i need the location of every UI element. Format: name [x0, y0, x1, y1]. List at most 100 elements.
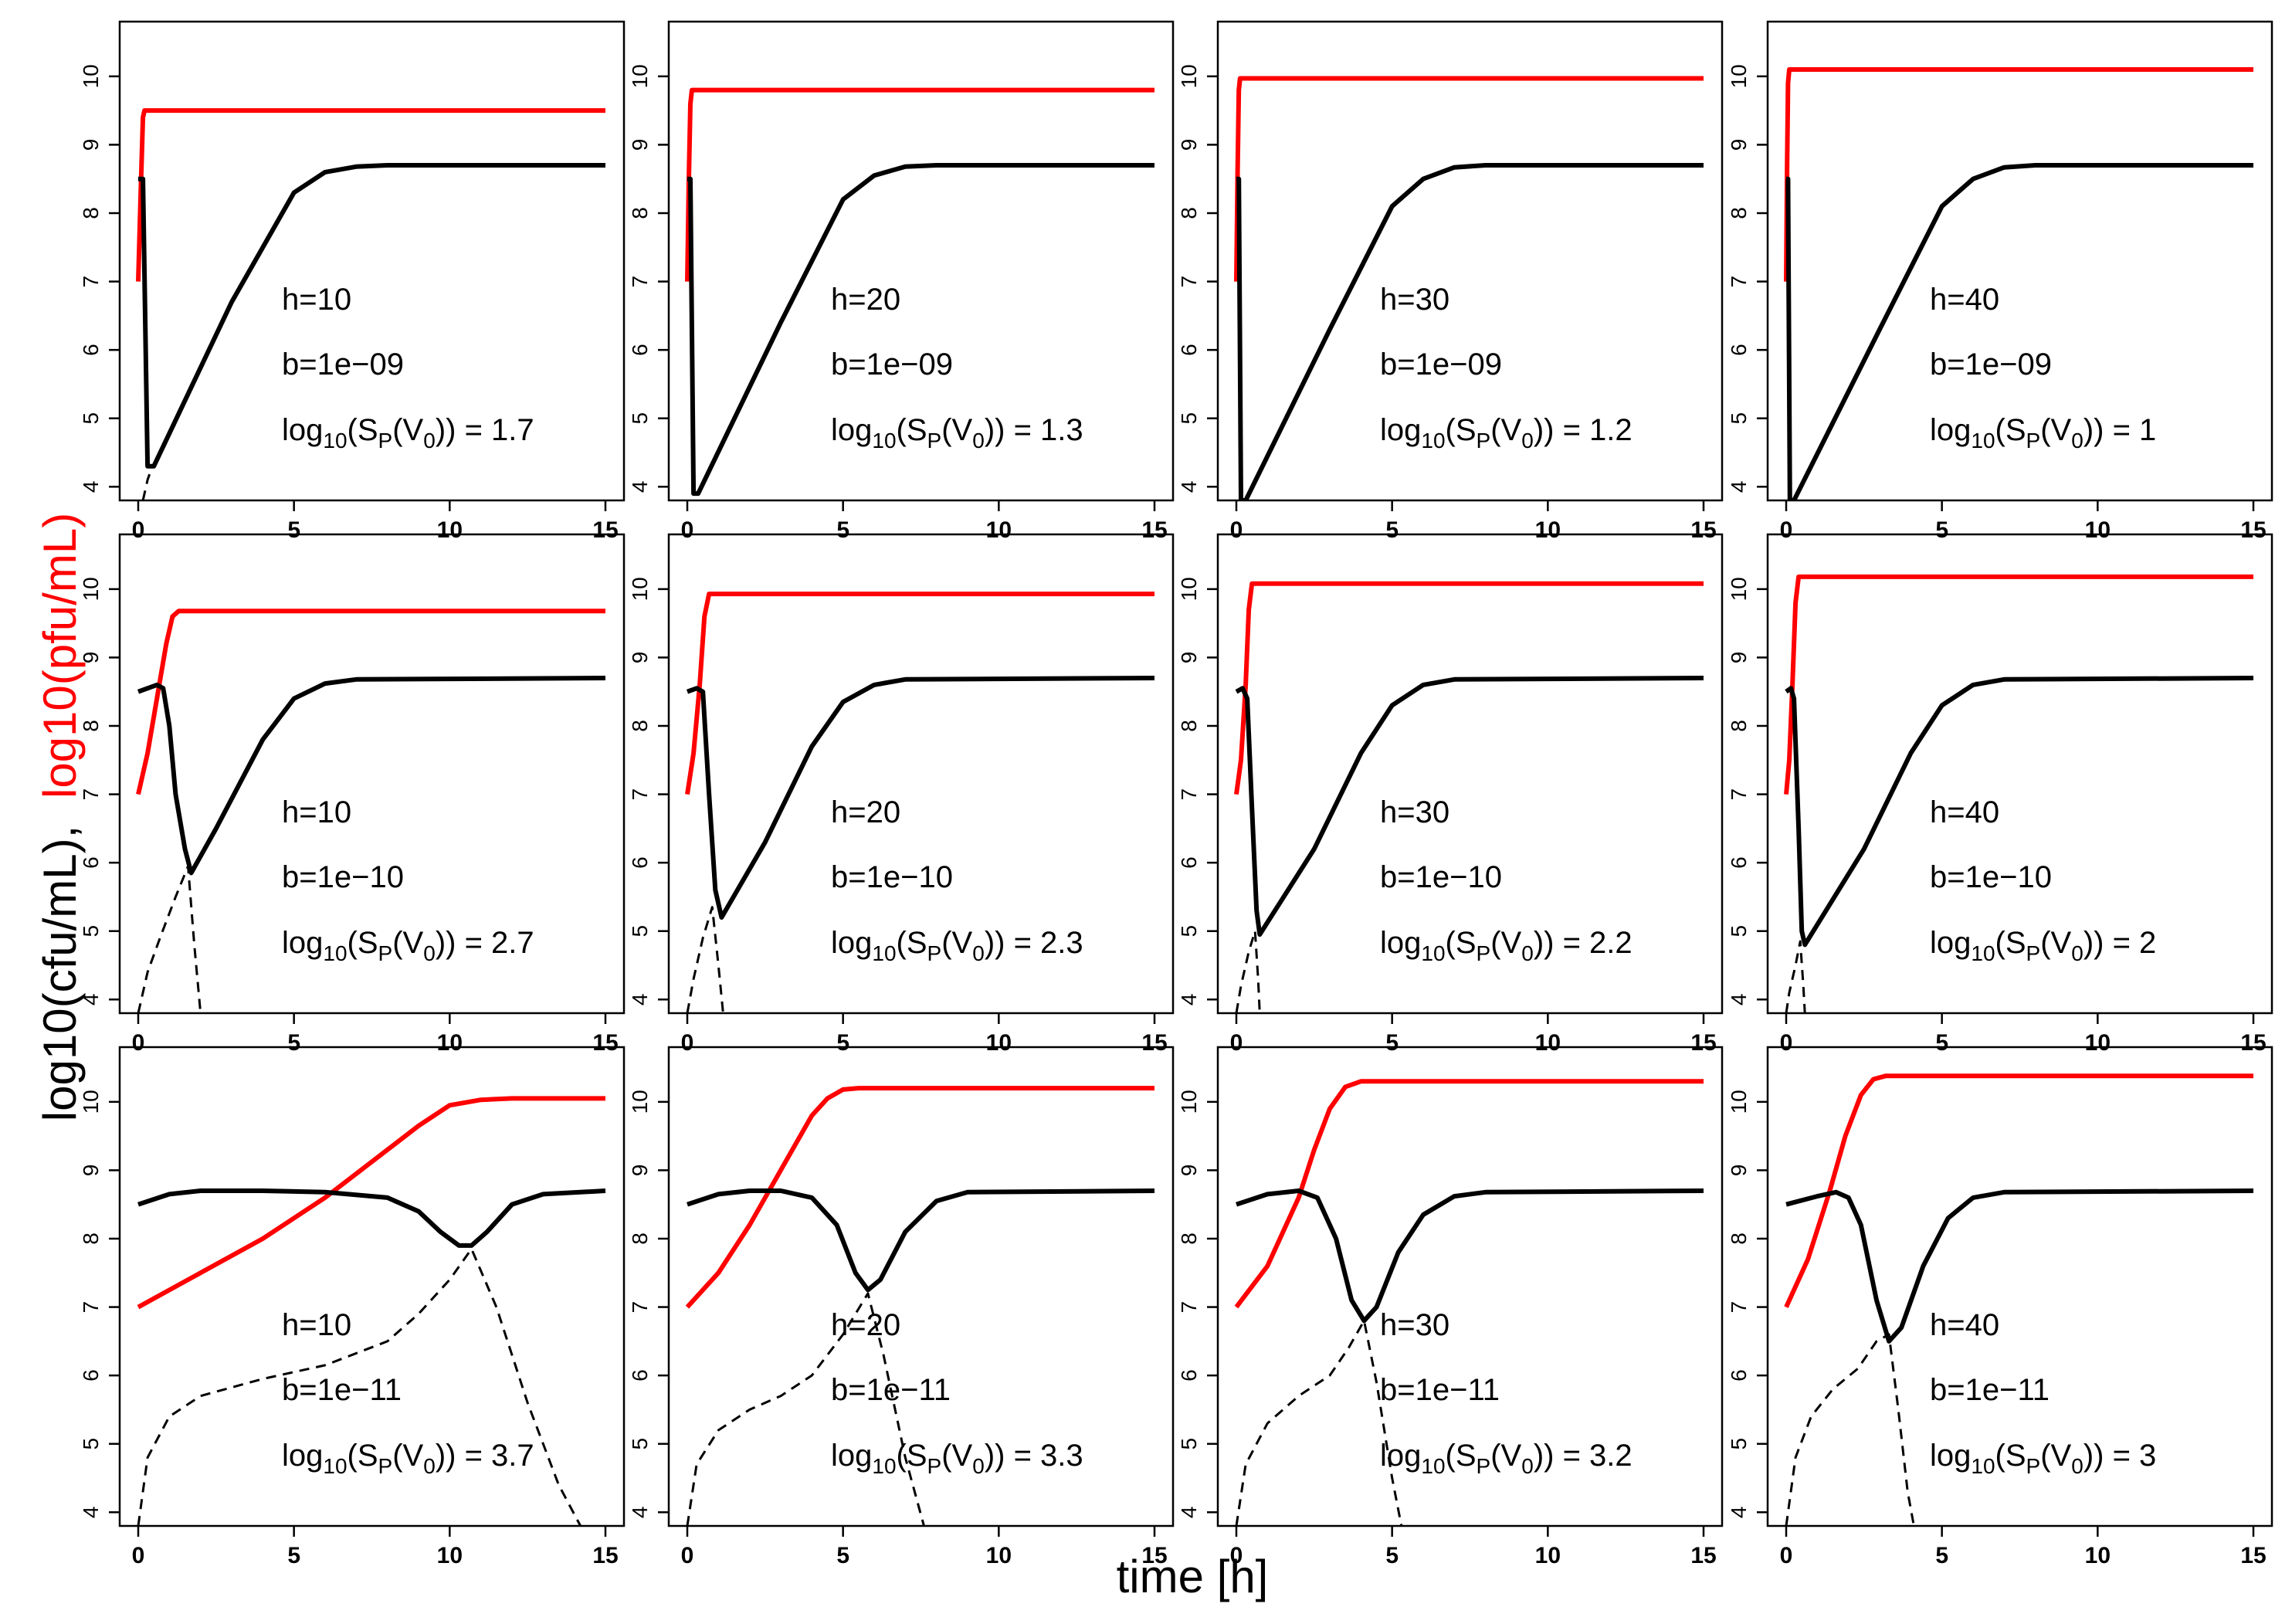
panel-frame [118, 20, 626, 502]
x-tick-label: 10 [986, 1543, 1012, 1568]
y-tick-label: 4 [1177, 480, 1201, 493]
h-annotation: h=10 [282, 795, 351, 829]
x-tick-label: 5 [1385, 517, 1399, 543]
panel: 0 5 10 15 4 5 6 7 8 9 10 h=30 b=1e−09 log10(SP(V0)) =… [1177, 20, 1724, 543]
y-tick-label: 7 [1177, 1301, 1201, 1314]
x-tick-label: 15 [1141, 517, 1167, 543]
y-tick-label: 7 [1727, 1301, 1751, 1314]
y-tick-label: 9 [628, 1165, 652, 1177]
panel: 0 5 10 15 4 5 6 7 8 9 10 h=30 b=1e−10 log10(SP(V0)) =… [1177, 533, 1724, 1056]
h-annotation: h=40 [1930, 283, 1999, 317]
y-tick-label: 5 [1727, 412, 1751, 425]
infected-line [686, 1292, 925, 1526]
x-tick-label: 10 [2085, 1543, 2111, 1568]
infected-line [686, 906, 724, 1013]
y-tick-label: 5 [1727, 1438, 1751, 1450]
y-tick-label: 5 [79, 1438, 103, 1450]
y-tick-label: 7 [1177, 276, 1201, 288]
y-tick-label: 8 [628, 720, 652, 732]
x-tick-label: 10 [437, 1543, 463, 1568]
x-tick-label: 5 [836, 517, 849, 543]
b-annotation: b=1e−11 [1380, 1373, 1500, 1407]
x-tick-label: 0 [132, 1543, 145, 1568]
y-tick-label: 4 [1727, 480, 1751, 493]
y-tick-label: 10 [628, 1090, 652, 1114]
sp-annotation: log10(SP(V0)) = 3.3 [831, 1439, 1083, 1478]
panel-frame [667, 533, 1175, 1015]
panels: 0 5 10 15 4 5 6 7 8 9 10 h=10 b=1e−09 log10(SP(V0)) =… [79, 20, 2273, 1568]
infected-line [137, 1247, 582, 1526]
y-tick-label: 10 [628, 577, 652, 601]
phage-line [685, 1086, 1154, 1309]
x-tick-label: 15 [592, 1030, 618, 1056]
bacteria-line [687, 1188, 1155, 1293]
x-tick-label: 5 [1385, 1030, 1399, 1056]
panel-frame [1216, 20, 1724, 502]
y-tick-label: 6 [79, 1369, 103, 1382]
x-tick-label: 0 [681, 1543, 694, 1568]
plot-area [1234, 76, 1704, 500]
plot-area [136, 609, 606, 1013]
x-tick-label: 5 [836, 1030, 849, 1056]
plot-area [685, 592, 1155, 1013]
b-annotation: b=1e−11 [831, 1373, 951, 1407]
panel: 0 5 10 15 4 5 6 7 8 9 10 h=20 b=1e−10 log10(SP(V0)) =… [628, 533, 1175, 1056]
plot-area [136, 108, 605, 500]
y-tick-label: 5 [79, 412, 103, 425]
y-tick-label: 10 [1727, 1090, 1751, 1114]
panel-frame [1216, 1046, 1724, 1527]
y-tick-label: 10 [79, 577, 103, 601]
y-tick-label: 9 [1727, 1165, 1751, 1177]
panel: 0 5 10 15 4 5 6 7 8 9 10 h=40 b=1e−10 log10(SP(V0)) =… [1727, 533, 2273, 1056]
panel: 0 5 10 15 4 5 6 7 8 9 10 h=20 b=1e−09 log10(SP(V0)) =… [628, 20, 1175, 543]
y-tick-label: 7 [628, 276, 652, 288]
y-tick-label: 5 [628, 925, 652, 937]
bacteria-line [1235, 676, 1704, 937]
y-tick-label: 5 [1177, 1438, 1201, 1450]
sp-annotation: log10(SP(V0)) = 2.7 [282, 926, 534, 965]
y-tick-label: 9 [628, 652, 652, 664]
panel-frame [118, 1046, 626, 1527]
x-tick-label: 10 [1535, 517, 1561, 543]
sp-annotation: log10(SP(V0)) = 1.7 [282, 413, 534, 453]
bacteria-line [137, 1188, 606, 1248]
bacteria-line [1236, 163, 1704, 500]
phage-line [136, 609, 605, 795]
y-tick-label: 6 [628, 1369, 652, 1382]
y-tick-label: 6 [1727, 1369, 1751, 1382]
b-annotation: b=1e−09 [831, 348, 953, 381]
y-tick-label: 7 [79, 276, 103, 288]
b-annotation: b=1e−11 [282, 1373, 402, 1407]
x-tick-label: 10 [986, 1030, 1012, 1056]
y-tick-label: 5 [79, 925, 103, 937]
phage-line [1784, 574, 2253, 795]
x-tick-label: 0 [1230, 1543, 1243, 1568]
x-tick-label: 15 [1690, 1543, 1716, 1568]
x-tick-label: 15 [592, 1543, 618, 1568]
panel-frame [1216, 533, 1724, 1015]
y-tick-label: 9 [1177, 1165, 1201, 1177]
y-tick-label: 9 [628, 139, 652, 151]
y-tick-label: 7 [1727, 788, 1751, 801]
sp-annotation: log10(SP(V0)) = 1.2 [1380, 413, 1633, 453]
y-tick-label: 10 [1727, 64, 1751, 88]
b-annotation: b=1e−10 [1380, 860, 1502, 894]
x-tick-label: 10 [2085, 517, 2111, 543]
y-tick-label: 4 [1727, 1506, 1751, 1518]
x-tick-label: 0 [1230, 1030, 1243, 1056]
h-annotation: h=20 [831, 795, 900, 829]
bacteria-line [138, 163, 605, 469]
h-annotation: h=20 [831, 283, 900, 317]
y-tick-label: 5 [1727, 925, 1751, 937]
y-axis-label-pfu: log10(pfu/mL) [34, 513, 86, 798]
y-tick-label: 5 [1177, 412, 1201, 425]
bacteria-line [686, 676, 1155, 920]
x-tick-label: 0 [1780, 1030, 1793, 1056]
phage-line [1784, 1073, 2253, 1308]
y-tick-label: 4 [628, 993, 652, 1005]
y-tick-label: 10 [1727, 577, 1751, 601]
x-tick-label: 10 [1535, 1543, 1561, 1568]
sp-annotation: log10(SP(V0)) = 2.3 [831, 926, 1083, 965]
phage-line [1234, 581, 1704, 795]
